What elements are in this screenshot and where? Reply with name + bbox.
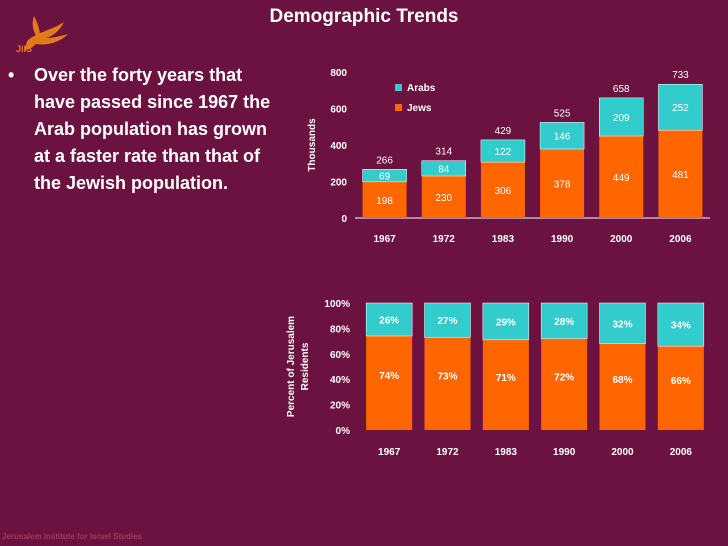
data-label-total: 314 xyxy=(435,147,452,158)
bar-arabs-percent xyxy=(424,302,471,338)
y-tick-label: 40% xyxy=(330,375,350,386)
legend-swatch xyxy=(395,84,402,91)
y-tick-label: 60% xyxy=(330,350,350,361)
page-title: Demographic Trends xyxy=(269,6,459,27)
y-axis-label-line: Percent of Jerusalem xyxy=(286,316,297,417)
data-label-jews-percent: 73% xyxy=(437,372,457,383)
data-label-jews-percent: 68% xyxy=(612,375,632,386)
data-label-total: 525 xyxy=(554,108,571,119)
legend-label: Arabs xyxy=(407,83,436,94)
bar-arabs xyxy=(658,83,703,131)
bar-arabs-percent xyxy=(657,302,705,347)
data-label-jews: 306 xyxy=(495,186,512,197)
dove-icon xyxy=(24,16,68,50)
data-label-arabs: 252 xyxy=(672,103,689,114)
bullet-marker: • xyxy=(8,65,15,85)
x-tick-label: 2000 xyxy=(611,447,634,458)
y-tick-label: 80% xyxy=(330,324,350,335)
data-label-arabs-percent: 29% xyxy=(496,317,516,328)
bar-arabs xyxy=(362,169,407,183)
x-tick-label: 2000 xyxy=(610,234,633,245)
x-tick-label: 1983 xyxy=(495,447,518,458)
bar-arabs xyxy=(539,122,585,150)
bar-arabs xyxy=(421,160,466,177)
data-label-jews: 378 xyxy=(554,180,571,191)
x-tick-label: 1967 xyxy=(378,447,401,458)
bar-jews-percent xyxy=(366,336,413,430)
x-tick-label: 2006 xyxy=(670,447,693,458)
data-label-arabs: 69 xyxy=(379,172,391,183)
data-label-arabs-percent: 28% xyxy=(554,317,574,328)
bullet-text: Over the forty years that have passed si… xyxy=(34,65,271,193)
bar-jews xyxy=(480,162,525,218)
data-label-total: 658 xyxy=(613,84,630,95)
y-axis-label: Thousands xyxy=(307,118,318,172)
data-label-jews: 481 xyxy=(672,170,689,181)
data-label-jews: 198 xyxy=(376,196,393,207)
y-tick-label: 800 xyxy=(330,68,347,79)
data-label-arabs-percent: 27% xyxy=(437,316,457,327)
y-tick-label: 600 xyxy=(330,105,347,116)
footer-source: Jerusalem Institute for Israel Studies xyxy=(2,532,143,541)
bar-jews xyxy=(599,136,644,218)
bar-jews-percent xyxy=(541,338,588,430)
x-tick-label: 1983 xyxy=(492,234,515,245)
bar-arabs xyxy=(480,139,526,163)
data-label-arabs-percent: 34% xyxy=(671,321,691,332)
data-label-total: 266 xyxy=(376,155,393,166)
x-tick-label: 1967 xyxy=(373,234,396,245)
data-label-jews: 230 xyxy=(435,193,452,204)
x-tick-label: 1972 xyxy=(433,234,456,245)
bar-jews-percent xyxy=(599,343,646,430)
bar-arabs-percent xyxy=(365,302,413,337)
x-tick-label: 1972 xyxy=(436,447,459,458)
bar-arabs-percent xyxy=(482,302,530,341)
bar-jews xyxy=(421,176,466,218)
data-label-arabs: 209 xyxy=(613,113,630,124)
legend-label: Jews xyxy=(407,103,432,114)
y-tick-label: 0 xyxy=(341,214,347,225)
y-tick-label: 100% xyxy=(324,299,350,310)
logo-text: JIIS xyxy=(16,44,33,54)
percent-stacked-bar-chart: 0% 20% 40% 60% 80% 100% Percent of Jerusalem Re… xyxy=(286,299,705,458)
data-label-jews-percent: 66% xyxy=(671,376,691,387)
data-label-arabs-percent: 32% xyxy=(612,319,632,330)
bar-arabs-percent xyxy=(540,302,588,339)
y-tick-label: 400 xyxy=(330,141,347,152)
bar-jews-percent xyxy=(482,339,529,430)
x-tick-label: 1990 xyxy=(551,234,574,245)
bar-jews-percent xyxy=(657,346,704,430)
x-tick-label: 1990 xyxy=(553,447,576,458)
data-label-jews-percent: 72% xyxy=(554,372,574,383)
population-stacked-bar-chart: 0 200 400 600 800 Thousands 198 69 266 1967 230 84 3… xyxy=(307,68,710,245)
data-label-arabs: 146 xyxy=(554,132,571,143)
data-label-arabs-percent: 26% xyxy=(379,316,399,327)
data-label-arabs: 122 xyxy=(495,147,512,158)
legend-swatch xyxy=(395,104,402,111)
y-tick-label: 200 xyxy=(330,178,347,189)
data-label-total: 733 xyxy=(672,70,689,81)
y-tick-label: 20% xyxy=(330,401,350,412)
data-label-arabs: 84 xyxy=(438,164,450,175)
x-tick-label: 2006 xyxy=(669,234,692,245)
data-label-total: 429 xyxy=(495,126,512,137)
bar-jews xyxy=(540,149,585,218)
data-label-jews-percent: 74% xyxy=(379,371,399,382)
bar-jews-percent xyxy=(424,337,471,430)
data-label-jews: 449 xyxy=(613,173,630,184)
bar-jews xyxy=(362,181,407,218)
y-tick-label: 0% xyxy=(336,426,351,437)
y-axis-label-line: Residents xyxy=(300,342,311,390)
bar-arabs xyxy=(599,97,644,137)
bar-jews xyxy=(658,130,703,218)
data-label-jews-percent: 71% xyxy=(496,373,516,384)
bar-arabs-percent xyxy=(599,302,646,344)
